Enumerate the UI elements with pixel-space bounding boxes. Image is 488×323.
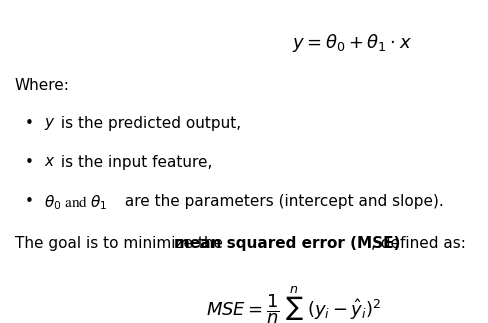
Text: $y = \theta_0 + \theta_1 \cdot x$: $y = \theta_0 + \theta_1 \cdot x$	[291, 32, 411, 54]
Text: $y$: $y$	[44, 116, 56, 132]
Text: •: •	[25, 155, 34, 170]
Text: are the parameters (intercept and slope).: are the parameters (intercept and slope)…	[120, 194, 443, 209]
Text: $\theta_0$ and $\theta_1$: $\theta_0$ and $\theta_1$	[44, 194, 107, 213]
Text: $MSE = \dfrac{1}{n}\sum_{i=1}^{n}(y_i - \hat{y}_i)^2$: $MSE = \dfrac{1}{n}\sum_{i=1}^{n}(y_i - …	[205, 284, 381, 323]
Text: is the predicted output,: is the predicted output,	[56, 116, 241, 131]
Text: is the input feature,: is the input feature,	[56, 155, 212, 170]
Text: The goal is to minimize the: The goal is to minimize the	[15, 236, 227, 251]
Text: •: •	[25, 194, 34, 209]
Text: Where:: Where:	[15, 78, 69, 92]
Text: mean squared error (MSE): mean squared error (MSE)	[173, 236, 399, 251]
Text: •: •	[25, 116, 34, 131]
Text: , defined as:: , defined as:	[370, 236, 465, 251]
Text: $x$: $x$	[44, 155, 56, 169]
